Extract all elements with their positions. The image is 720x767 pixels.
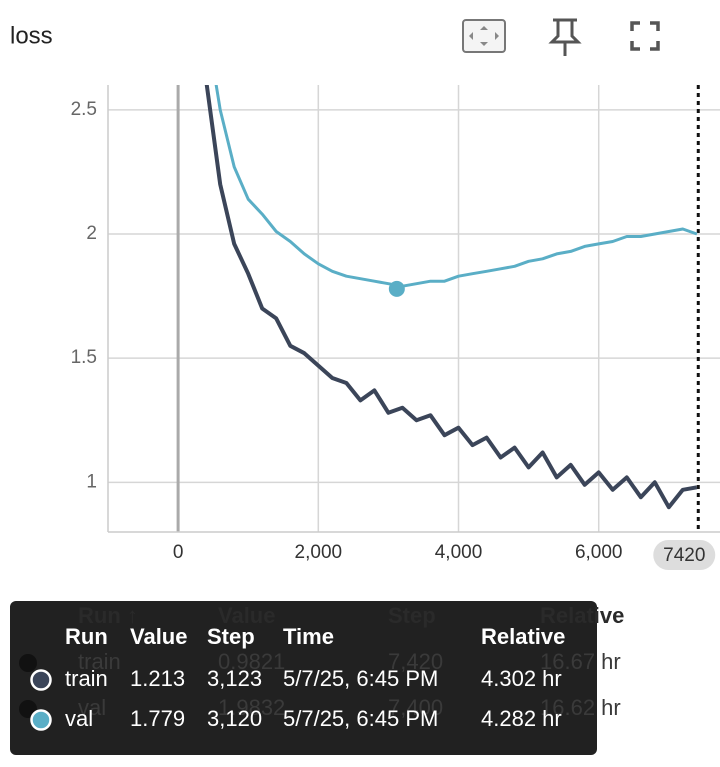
bg-cell: 1.9832 bbox=[218, 695, 285, 720]
bg-cell: 7,420 bbox=[388, 649, 443, 674]
pin-button[interactable] bbox=[548, 18, 582, 56]
tooltip-cell: 3,120 bbox=[207, 706, 262, 731]
bg-header: Relative bbox=[540, 603, 624, 628]
axes: 1 1.5 2 2.5 0 2,000 4,000 6,000 7420 bbox=[71, 85, 720, 570]
bg-cell: 16.62 hr bbox=[540, 695, 621, 720]
tooltip-header: Step bbox=[207, 624, 255, 649]
y-tick-label: 1.5 bbox=[71, 347, 97, 368]
hover-point bbox=[388, 280, 405, 297]
tooltip-cell: 4.302 hr bbox=[481, 666, 562, 691]
tooltip-cell: train bbox=[65, 666, 108, 691]
y-tick-label: 2 bbox=[86, 223, 97, 244]
bg-cell: 0.9821 bbox=[218, 649, 285, 674]
tooltip-header: Value bbox=[130, 624, 187, 649]
tooltip-cell: 1.779 bbox=[130, 706, 185, 731]
tooltip-header: Relative bbox=[481, 624, 565, 649]
tooltip-header: Time bbox=[283, 624, 334, 649]
tooltip-cell: 1.213 bbox=[130, 666, 185, 691]
bg-cell: val bbox=[78, 695, 106, 720]
bg-swatch bbox=[19, 654, 37, 672]
bg-cell: 16.67 hr bbox=[540, 649, 621, 674]
cursor-badge bbox=[653, 540, 716, 570]
tooltip-cell: 4.282 hr bbox=[481, 706, 562, 731]
fit-domain-button[interactable] bbox=[462, 19, 506, 53]
chart-title: loss bbox=[10, 22, 53, 49]
y-tick-label: 2.5 bbox=[71, 99, 97, 120]
bg-cell: 7,400 bbox=[388, 695, 443, 720]
x-tick-label: 4,000 bbox=[435, 542, 483, 563]
tooltip-header: Run bbox=[65, 624, 108, 649]
tooltip-cell: 5/7/25, 6:45 PM bbox=[283, 706, 438, 731]
bg-cell: train bbox=[78, 649, 121, 674]
series-line bbox=[204, 85, 698, 510]
bg-header: Run ↑ bbox=[78, 603, 138, 628]
x-tick-label: 6,000 bbox=[575, 542, 623, 563]
tooltip-swatch bbox=[30, 709, 52, 731]
x-tick-label: 2,000 bbox=[295, 542, 343, 563]
y-tick-label: 1 bbox=[86, 471, 97, 492]
series-line bbox=[214, 85, 698, 288]
x-tick-label: 0 bbox=[173, 542, 184, 563]
tooltip-swatch bbox=[30, 669, 52, 691]
tooltip-cell: val bbox=[65, 706, 93, 731]
cursor-label: 7420 bbox=[663, 545, 705, 566]
tooltip-box bbox=[10, 601, 597, 755]
fullscreen-button[interactable] bbox=[630, 21, 660, 51]
plot-area bbox=[204, 85, 698, 510]
bg-header: Step bbox=[388, 603, 436, 628]
tooltip-cell: 5/7/25, 6:45 PM bbox=[283, 666, 438, 691]
bg-header: Value bbox=[218, 603, 275, 628]
tooltip-cell: 3,123 bbox=[207, 666, 262, 691]
